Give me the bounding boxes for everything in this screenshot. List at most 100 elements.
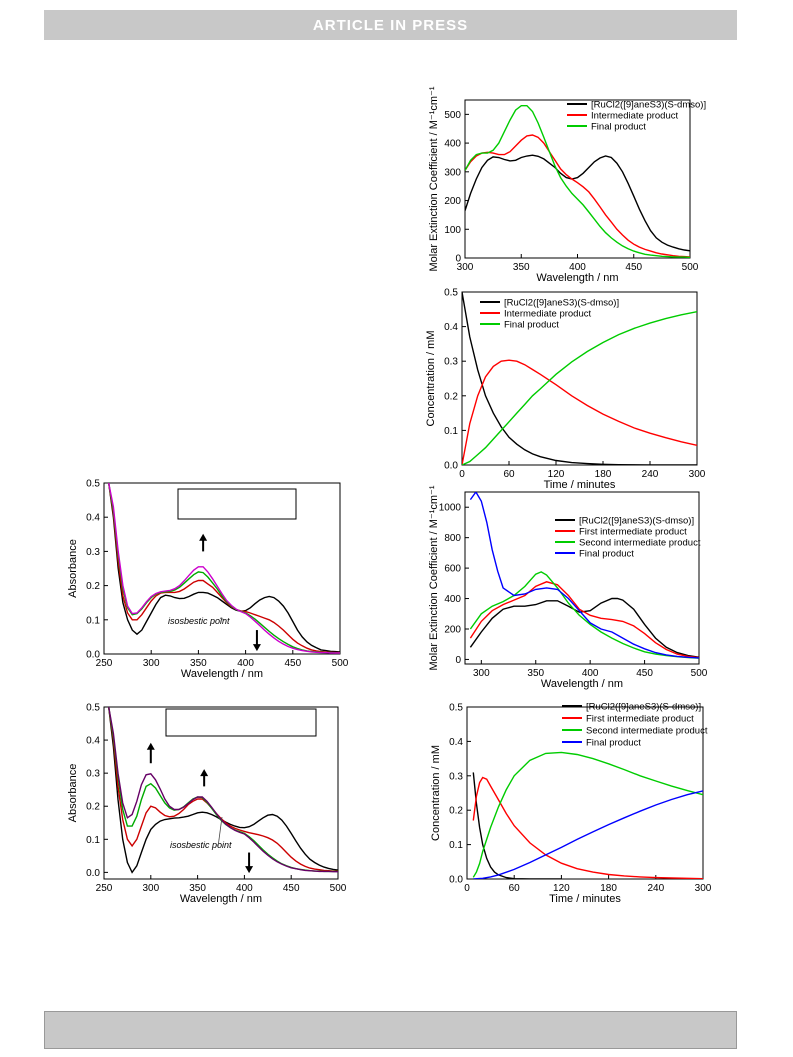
- trend-arrow-head: [200, 769, 209, 777]
- plot-frame: [464, 99, 691, 259]
- legend-label: Final product: [586, 738, 641, 749]
- x-axis-label: Wavelength / nm: [536, 272, 618, 284]
- series-line-2: [462, 359, 697, 465]
- legend-label: [RuCl2([9]aneS3)(S-dmso)]: [591, 100, 706, 111]
- isosbestic-point-label: isosbestic point: [170, 840, 232, 850]
- x-tick-label: 180: [600, 883, 617, 894]
- series-line-2: [469, 581, 699, 659]
- series-line-1: [469, 597, 699, 658]
- series-line-1: [108, 483, 340, 653]
- y-tick-label: 0.1: [449, 840, 463, 851]
- x-tick-label: 240: [642, 469, 659, 480]
- series-line-3: [462, 311, 697, 465]
- y-tick-label: 100: [444, 225, 461, 236]
- y-tick-label: 0.0: [86, 868, 100, 879]
- y-tick-label: 0: [455, 254, 461, 265]
- trend-arrow-head: [252, 644, 261, 652]
- series-line-2: [108, 707, 338, 872]
- y-tick-label: 0.1: [86, 835, 100, 846]
- legend-label: [RuCl2([9]aneS3)(S-dmso)]: [586, 702, 701, 713]
- x-axis-label: Wavelength / nm: [180, 893, 262, 905]
- x-tick-label: 450: [636, 668, 653, 679]
- spectra-plot-top-right: 300 350 400 450 500 0 100 200 300 400 500 Wavelengt…: [428, 86, 706, 284]
- x-tick-label: 300: [143, 658, 160, 669]
- y-axis-label: Absorbance: [67, 539, 79, 598]
- x-tick-label: 300: [142, 883, 159, 894]
- series-line-3: [472, 751, 703, 878]
- series-line-2: [465, 134, 690, 258]
- y-tick-label: 0.2: [86, 802, 100, 813]
- x-tick-label: 450: [625, 262, 642, 273]
- y-tick-label: 1000: [439, 503, 462, 514]
- series-line-2: [472, 776, 703, 879]
- y-tick-label: 0.3: [449, 771, 463, 782]
- series-line-1: [472, 772, 562, 879]
- empty-label-box: [177, 488, 297, 520]
- x-tick-label: 350: [527, 668, 544, 679]
- absorbance-plot-middle-left: 250 300 350 400 450 500 0.0 0.1 0.2 0.3 0.4 0.5 Wave…: [67, 479, 349, 681]
- y-tick-label: 0.1: [444, 426, 458, 437]
- series-line-1: [465, 154, 690, 252]
- isosbestic-point-label: isosbestic point: [168, 616, 230, 626]
- isosbestic-pointer: [217, 816, 223, 848]
- legend-label: Final product: [504, 320, 559, 331]
- series-line-1: [462, 292, 697, 465]
- y-tick-label: 300: [444, 167, 461, 178]
- x-axis-label: Wavelength / nm: [181, 668, 263, 680]
- series-line-3: [465, 105, 690, 258]
- x-tick-label: 120: [548, 469, 565, 480]
- isosbestic-pointer: [219, 617, 226, 621]
- x-tick-label: 500: [332, 658, 349, 669]
- y-tick-label: 0.0: [444, 461, 458, 472]
- y-tick-label: 0.5: [444, 288, 458, 299]
- x-tick-label: 240: [647, 883, 664, 894]
- x-tick-label: 300: [457, 262, 474, 273]
- legend-label: Second intermediate product: [586, 726, 708, 737]
- y-tick-label: 0.3: [86, 547, 100, 558]
- y-axis-label: Concentration / mM: [430, 745, 442, 841]
- legend-label: [RuCl2([9]aneS3)(S-dmso)]: [504, 298, 619, 309]
- plot-frame: [464, 491, 700, 665]
- x-tick-label: 250: [96, 658, 113, 669]
- y-axis-label: Absorbance: [67, 764, 79, 823]
- y-tick-label: 500: [444, 110, 461, 121]
- absorbance-plot-bottom-left: 250 300 350 400 450 500 0.0 0.1 0.2 0.3 0.4 0.5 Wave…: [67, 703, 347, 906]
- series-line-4: [108, 483, 340, 654]
- series-line-2: [108, 483, 340, 654]
- x-tick-label: 250: [96, 883, 113, 894]
- footer-bar: [44, 1011, 737, 1049]
- legend-label: Second intermediate product: [579, 538, 701, 549]
- x-axis-label: Time / minutes: [549, 893, 621, 905]
- empty-label-box: [165, 708, 317, 737]
- legend-label: Final product: [579, 549, 634, 560]
- y-tick-label: 400: [444, 139, 461, 150]
- x-tick-label: 500: [330, 883, 347, 894]
- plot-frame: [461, 291, 698, 466]
- x-tick-label: 0: [464, 883, 470, 894]
- trend-arrow-head: [199, 533, 208, 541]
- y-tick-label: 0.3: [86, 769, 100, 780]
- x-tick-label: 500: [691, 668, 708, 679]
- y-tick-label: 0.0: [86, 650, 100, 661]
- x-tick-label: 450: [284, 658, 301, 669]
- y-tick-label: 0.2: [449, 806, 463, 817]
- y-tick-label: 200: [444, 196, 461, 207]
- y-axis-label: Molar Extinction Coefficient / M⁻¹cm⁻¹: [428, 485, 440, 670]
- x-tick-label: 350: [513, 262, 530, 273]
- x-tick-label: 120: [553, 883, 570, 894]
- y-tick-label: 0.1: [86, 615, 100, 626]
- x-tick-label: 400: [582, 668, 599, 679]
- x-tick-label: 0: [459, 469, 465, 480]
- y-tick-label: 200: [444, 624, 461, 635]
- legend-label: Intermediate product: [591, 111, 678, 122]
- banner-text: ARTICLE IN PRESS: [312, 16, 469, 34]
- legend-label: [RuCl2([9]aneS3)(S-dmso)]: [579, 516, 694, 527]
- y-tick-label: 0.4: [444, 322, 458, 333]
- y-tick-label: 0.2: [86, 581, 100, 592]
- y-axis-label: Concentration / mM: [425, 331, 437, 427]
- x-tick-label: 60: [509, 883, 521, 894]
- legend-label: First intermediate product: [579, 527, 687, 538]
- plot-frame: [466, 706, 704, 880]
- x-tick-label: 500: [682, 262, 699, 273]
- x-tick-label: 400: [569, 262, 586, 273]
